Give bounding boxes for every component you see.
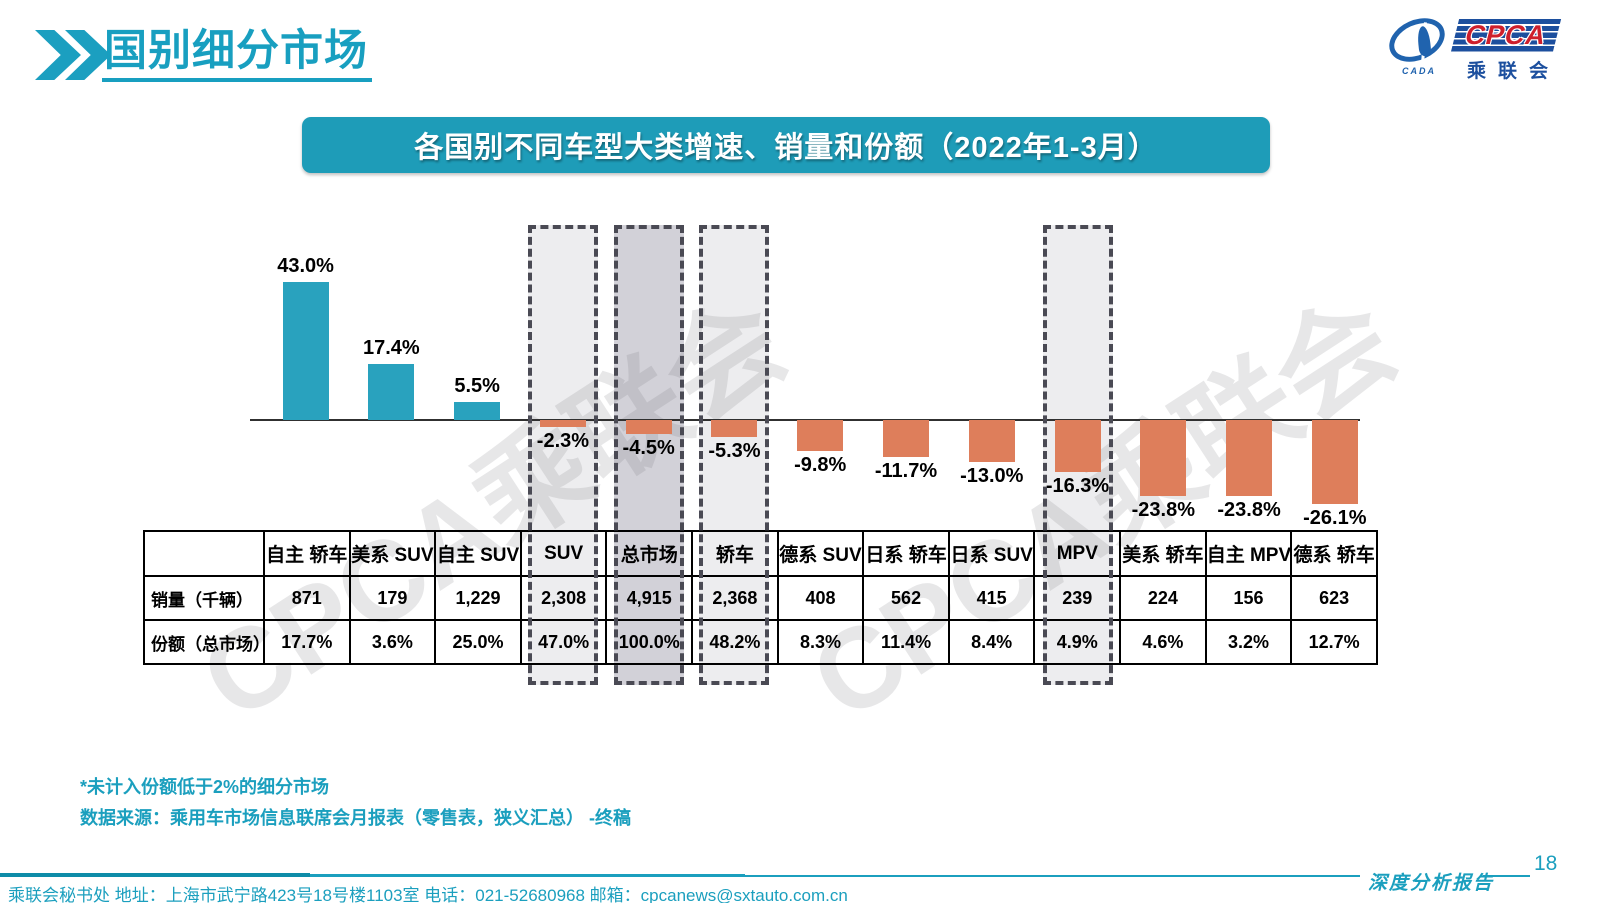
watermark-text: CPCA乘联会 (180, 275, 808, 745)
table-cell: 3.6% (348, 619, 437, 665)
table-cell: 8.3% (776, 619, 865, 665)
table-cell: 562 (862, 575, 950, 621)
bar-positive (454, 402, 501, 420)
bar-value-label: -5.3% (708, 439, 761, 462)
table-cell: 1,229 (434, 575, 522, 621)
table-cell: 8.4% (947, 619, 1036, 665)
bar-value-label: 5.5% (454, 375, 500, 398)
footnote-source: 数据来源：乘用车市场信息联席会月报表（零售表，狭义汇总） -终稿 (80, 808, 631, 828)
table-cell: 224 (1119, 575, 1207, 621)
highlight-column-dashed-frame (699, 225, 770, 685)
table-cell: 239 (1033, 575, 1122, 621)
table-row-header: 份额（总市场） (143, 619, 265, 665)
bar-positive (282, 282, 329, 420)
table-header-cell: MPV (1033, 530, 1122, 577)
footer-rule-left (0, 873, 310, 877)
table-cell: 415 (947, 575, 1036, 621)
table-header-cell: 德系 SUV (776, 530, 865, 577)
bar-negative (1311, 420, 1358, 504)
cada-label: CADA (1402, 66, 1436, 76)
table-cell: 623 (1290, 575, 1378, 621)
table-cell: 3.2% (1204, 619, 1293, 665)
bar-negative (1140, 420, 1187, 497)
table-cell: 2,368 (691, 575, 779, 621)
bar-negative (797, 420, 844, 452)
report-type-label: 深度分析报告 (1368, 873, 1495, 894)
table-header-cell: 自主 轿车 (263, 530, 351, 577)
table-cell: 4,915 (605, 575, 694, 621)
bar-value-label: 17.4% (363, 337, 420, 360)
highlight-column-dashed-frame (1042, 225, 1113, 685)
table-cell: 17.7% (263, 619, 351, 665)
bar-value-label: -16.3% (1045, 475, 1110, 498)
bar-value-label: -26.1% (1303, 506, 1367, 529)
table-cell: 12.7% (1290, 619, 1378, 665)
table-cell: 25.0% (434, 619, 522, 665)
data-table: 自主 轿车 美系 SUV 自主 SUV SUV 总市场 轿车 德系 SUV 日系 轿车 日系 S… (143, 530, 1378, 665)
page-number: 18 (1534, 852, 1558, 875)
data-table-wrap: 自主 轿车 美系 SUV 自主 SUV SUV 总市场 轿车 德系 SUV 日系 轿车 日系 S… (143, 530, 1378, 665)
table-header-cell: 自主 MPV (1204, 530, 1293, 577)
table-header-row: 自主 轿车 美系 SUV 自主 SUV SUV 总市场 轿车 德系 SUV 日系 轿车 日系 S… (143, 530, 1378, 577)
table-cell: 11.4% (862, 619, 950, 665)
table-header-cell: 自主 SUV (434, 530, 522, 577)
highlight-column-dashed-frame (613, 225, 684, 685)
table-corner-cell (143, 530, 265, 577)
bar-negative (968, 420, 1015, 462)
footer-rule-mid (310, 874, 745, 877)
bar-value-label: -4.5% (622, 437, 675, 460)
bar-value-label: -23.8% (1131, 499, 1195, 522)
footnote-exclusion: *未计入份额低于2%的细分市场 (80, 777, 330, 797)
cpca-logo: CADA CPCA 乘联会 (1382, 9, 1565, 82)
table-cell: 871 (263, 575, 351, 621)
footer-rule-end (1483, 875, 1530, 877)
bar-negative (1054, 420, 1101, 473)
bar-value-label: -11.7% (874, 460, 938, 483)
highlight-column-dashed-frame (527, 225, 598, 685)
table-header-cell: 美系 轿车 (1119, 530, 1207, 577)
table-cell: 2,308 (519, 575, 608, 621)
bar-value-label: -2.3% (536, 430, 590, 453)
table-header-cell: 日系 SUV (947, 530, 1036, 577)
table-cell: 47.0% (519, 619, 608, 665)
bar-value-label: -23.8% (1217, 499, 1281, 522)
bar-value-label: 43.0% (277, 255, 334, 278)
chart-title: 各国别不同车型大类增速、销量和份额（2022年1-3月） (414, 132, 1158, 164)
cpca-chinese-name: 乘联会 (1467, 61, 1561, 82)
table-header-cell: 美系 SUV (348, 530, 437, 577)
table-row: 销量（千辆） 871 179 1,229 2,308 4,915 2,368 408 562 41… (143, 575, 1378, 621)
table-cell: 156 (1204, 575, 1293, 621)
table-header-cell: 日系 轿车 (862, 530, 950, 577)
table-cell: 4.6% (1119, 619, 1207, 665)
table-row: 份额（总市场） 17.7% 3.6% 25.0% 47.0% 100.0% 48.2% 8.3… (143, 619, 1378, 665)
footer-rule-right (745, 875, 1360, 877)
table-cell: 4.9% (1033, 619, 1122, 665)
bar-negative (539, 420, 586, 428)
bar-negative (1226, 420, 1273, 497)
table-header-cell: 轿车 (691, 530, 779, 577)
table-cell: 408 (776, 575, 865, 621)
double-chevron-icon (35, 30, 115, 80)
table-header-cell: SUV (519, 530, 608, 577)
table-cell: 179 (348, 575, 437, 621)
bar-positive (368, 364, 415, 420)
bar-negative (882, 420, 929, 458)
table-header-cell: 总市场 (605, 530, 694, 577)
chart-title-banner: 各国别不同车型大类增速、销量和份额（2022年1-3月） (302, 117, 1270, 173)
page-title: 国别细分市场 (102, 27, 372, 83)
bar-value-label: -13.0% (960, 464, 1024, 487)
bar-negative (625, 420, 672, 435)
footer-contact: 乘联会秘书处 地址：上海市武宁路423号18号楼1103室 电话：021-526… (8, 886, 848, 903)
table-row-header: 销量（千辆） (143, 575, 265, 621)
table-cell: 48.2% (691, 619, 779, 665)
table-header-cell: 德系 轿车 (1290, 530, 1378, 577)
bar-value-label: -9.8% (794, 454, 847, 477)
table-cell: 100.0% (605, 619, 694, 665)
bar-negative (711, 420, 758, 437)
